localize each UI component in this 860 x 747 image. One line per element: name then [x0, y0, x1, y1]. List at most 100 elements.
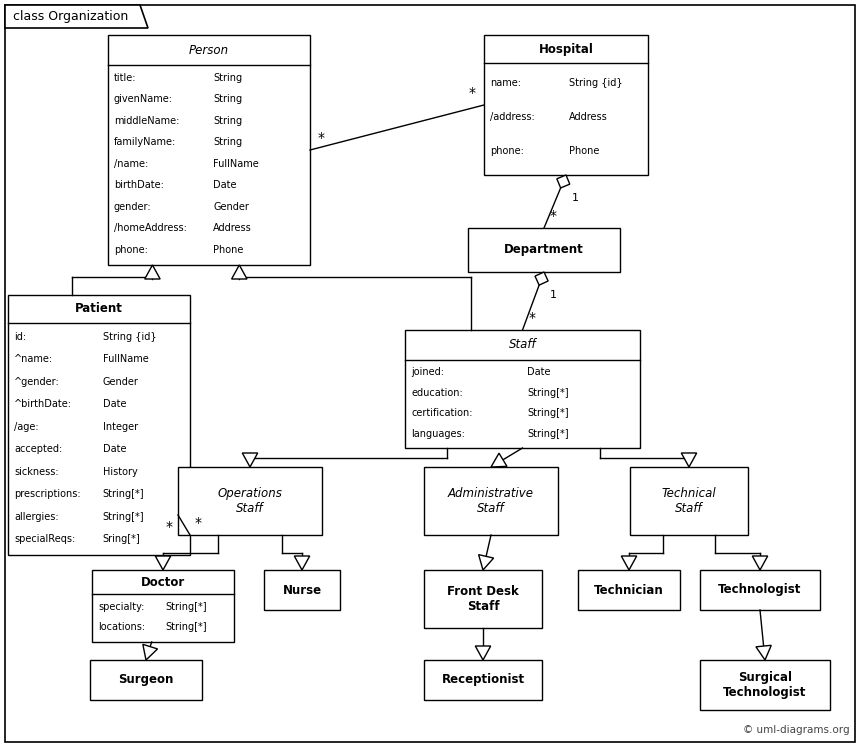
Text: familyName:: familyName:: [114, 137, 176, 147]
Text: Date: Date: [102, 399, 126, 409]
Text: Sring[*]: Sring[*]: [102, 534, 140, 545]
Text: *: *: [318, 131, 325, 145]
Text: String[*]: String[*]: [166, 601, 207, 612]
Text: Operations
Staff: Operations Staff: [218, 487, 282, 515]
Text: Technical
Staff: Technical Staff: [661, 487, 716, 515]
Bar: [264, 570, 340, 610]
Text: givenName:: givenName:: [114, 94, 173, 105]
Text: String: String: [213, 116, 243, 126]
Text: String[*]: String[*]: [102, 489, 144, 499]
Text: Receptionist: Receptionist: [441, 674, 525, 686]
Bar: [700, 570, 820, 610]
Text: String[*]: String[*]: [102, 512, 144, 521]
Text: © uml-diagrams.org: © uml-diagrams.org: [743, 725, 850, 735]
Text: Phone: Phone: [569, 146, 599, 156]
Polygon shape: [231, 265, 247, 279]
Text: Integer: Integer: [102, 421, 138, 432]
Bar: [424, 570, 542, 628]
Text: birthDate:: birthDate:: [114, 181, 164, 190]
Text: FullName: FullName: [102, 354, 149, 364]
Bar: [92, 570, 234, 642]
Text: Technologist: Technologist: [718, 583, 802, 597]
Text: String[*]: String[*]: [527, 429, 568, 438]
Text: String[*]: String[*]: [527, 388, 568, 397]
Polygon shape: [752, 556, 768, 570]
Text: /address:: /address:: [490, 112, 535, 123]
Text: allergies:: allergies:: [14, 512, 58, 521]
Text: ^gender:: ^gender:: [14, 376, 59, 386]
Text: Front Desk
Staff: Front Desk Staff: [447, 585, 519, 613]
Text: *: *: [166, 520, 173, 534]
Text: middleName:: middleName:: [114, 116, 180, 126]
Polygon shape: [294, 556, 310, 570]
Text: Date: Date: [213, 181, 237, 190]
Text: Date: Date: [102, 444, 126, 454]
Text: Surgical
Technologist: Surgical Technologist: [723, 671, 807, 699]
Text: locations:: locations:: [98, 622, 145, 633]
Text: /homeAddress:: /homeAddress:: [114, 223, 187, 234]
Bar: [468, 228, 620, 272]
Text: Phone: Phone: [213, 245, 243, 255]
Text: String[*]: String[*]: [527, 408, 568, 418]
Text: History: History: [102, 467, 138, 477]
Bar: [8, 295, 190, 555]
Text: String {id}: String {id}: [569, 78, 623, 88]
Text: joined:: joined:: [411, 368, 444, 377]
Polygon shape: [557, 175, 570, 188]
Text: Address: Address: [569, 112, 608, 123]
Polygon shape: [621, 556, 636, 570]
Polygon shape: [476, 646, 491, 660]
Text: String: String: [213, 73, 243, 83]
Bar: [484, 35, 648, 175]
Text: Person: Person: [189, 43, 229, 57]
Polygon shape: [156, 556, 170, 570]
Text: education:: education:: [411, 388, 463, 397]
Bar: [405, 330, 640, 448]
Bar: [578, 570, 680, 610]
Text: class Organization: class Organization: [13, 10, 128, 23]
Text: Hospital: Hospital: [538, 43, 593, 55]
Text: gender:: gender:: [114, 202, 151, 212]
Text: phone:: phone:: [114, 245, 148, 255]
Text: FullName: FullName: [213, 159, 259, 169]
Text: Gender: Gender: [213, 202, 249, 212]
Text: *: *: [195, 516, 202, 530]
Text: prescriptions:: prescriptions:: [14, 489, 81, 499]
Text: /age:: /age:: [14, 421, 39, 432]
Text: ^birthDate:: ^birthDate:: [14, 399, 72, 409]
Text: *: *: [550, 209, 557, 223]
Text: id:: id:: [14, 332, 26, 341]
Text: Address: Address: [213, 223, 252, 234]
Text: sickness:: sickness:: [14, 467, 58, 477]
Bar: [424, 660, 542, 700]
Text: specialty:: specialty:: [98, 601, 144, 612]
Bar: [424, 467, 558, 535]
Bar: [700, 660, 830, 710]
Polygon shape: [144, 265, 160, 279]
Text: String {id}: String {id}: [102, 332, 157, 341]
Text: languages:: languages:: [411, 429, 465, 438]
Text: String[*]: String[*]: [166, 622, 207, 633]
Text: /name:: /name:: [114, 159, 148, 169]
Text: Date: Date: [527, 368, 550, 377]
Polygon shape: [681, 453, 697, 467]
Polygon shape: [143, 645, 157, 660]
Bar: [630, 467, 748, 535]
Text: *: *: [529, 311, 536, 325]
Polygon shape: [5, 5, 148, 28]
Text: Gender: Gender: [102, 376, 138, 386]
Text: Staff: Staff: [508, 338, 537, 352]
Text: 1: 1: [572, 193, 579, 203]
Text: Department: Department: [504, 244, 584, 256]
Text: String: String: [213, 94, 243, 105]
Text: phone:: phone:: [490, 146, 524, 156]
Text: certification:: certification:: [411, 408, 472, 418]
Text: title:: title:: [114, 73, 137, 83]
Polygon shape: [479, 554, 494, 570]
Text: name:: name:: [490, 78, 521, 88]
Text: String: String: [213, 137, 243, 147]
Text: accepted:: accepted:: [14, 444, 62, 454]
Bar: [90, 660, 202, 700]
Bar: [108, 35, 310, 265]
Polygon shape: [756, 645, 771, 660]
